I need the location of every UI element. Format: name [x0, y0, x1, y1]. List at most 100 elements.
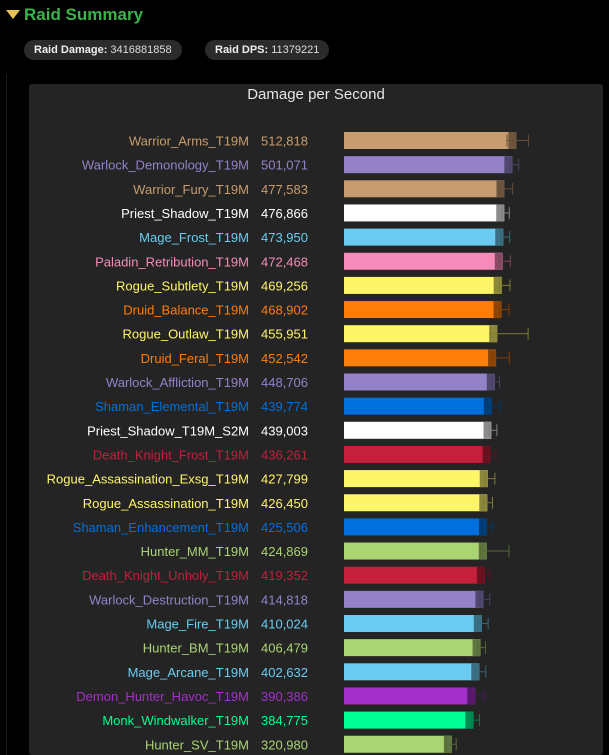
bar-end-cap	[494, 252, 503, 270]
bar-end-cap	[493, 301, 502, 319]
bar-value-label: 469,256	[261, 278, 308, 293]
dps-bar	[344, 542, 487, 560]
bar-category-label: Warlock_Demonology_T19M	[82, 158, 249, 173]
bar-category-label: Hunter_BM_T19M	[143, 641, 249, 656]
raid-damage-badge: Raid Damage: 3416881858	[24, 40, 182, 60]
dps-bar	[344, 566, 485, 584]
dps-bar	[344, 252, 503, 270]
chart-title: Damage per Second	[247, 86, 385, 103]
dps-bar	[344, 204, 505, 222]
dps-bar	[344, 421, 492, 439]
bar-category-label: Druid_Balance_T19M	[123, 303, 249, 318]
bar-value-label: 439,774	[261, 399, 308, 414]
bar-value-label: 473,950	[261, 230, 308, 245]
dps-bar	[344, 445, 491, 463]
bar-category-label: Priest_Shadow_T19M	[121, 206, 249, 221]
bar-value-label: 384,775	[261, 713, 308, 728]
bar-category-label: Death_Knight_Unholy_T19M	[82, 568, 249, 583]
dps-bar	[344, 494, 488, 512]
dps-bar	[344, 132, 517, 149]
dps-bar	[344, 373, 495, 391]
bar-value-label: 426,450	[261, 496, 308, 511]
bar-value-label: 424,869	[261, 544, 308, 559]
bar-category-label: Shaman_Elemental_T19M	[95, 399, 249, 414]
bar-end-cap	[496, 204, 505, 222]
dps-bar	[344, 590, 484, 608]
bar-category-label: Monk_Windwalker_T19M	[102, 713, 249, 728]
bar-category-label: Demon_Hunter_Havoc_T19M	[76, 689, 249, 704]
bar-end-cap	[486, 373, 495, 391]
dps-bar	[344, 349, 497, 367]
bar-value-label: 472,468	[261, 254, 308, 269]
bar-category-label: Rogue_Outlaw_T19M	[123, 327, 249, 342]
bar-value-label: 425,506	[261, 520, 308, 535]
bar-value-label: 455,951	[261, 327, 308, 342]
bar-end-cap	[476, 566, 485, 584]
bar-category-label: Druid_Feral_T19M	[141, 351, 249, 366]
bar-category-label: Paladin_Retribution_T19M	[95, 254, 249, 269]
raid-damage-value: 3416881858	[110, 44, 172, 56]
bar-category-label: Warlock_Affliction_T19M	[106, 375, 249, 390]
raid-dps-value: 11379221	[271, 44, 320, 56]
dps-bar	[344, 470, 488, 488]
bar-end-cap	[483, 421, 492, 439]
bar-value-label: 501,071	[261, 158, 308, 173]
section-divider	[6, 74, 7, 755]
bar-end-cap	[504, 156, 513, 174]
triangle-down-icon[interactable]	[6, 10, 20, 20]
raid-summary-header[interactable]: Raid Summary	[0, 0, 609, 32]
bar-end-cap	[493, 276, 502, 294]
dps-bar	[344, 518, 487, 536]
bar-end-cap	[472, 639, 481, 657]
bar-category-label: Rogue_Assassination_T19M	[83, 496, 249, 511]
dps-bar	[344, 711, 474, 729]
bar-value-label: 452,542	[261, 351, 308, 366]
bar-value-label: 439,003	[261, 423, 308, 438]
bar-end-cap	[495, 228, 504, 246]
bar-value-label: 448,706	[261, 375, 308, 390]
dps-bar	[344, 615, 482, 632]
bar-value-label: 320,980	[261, 737, 308, 752]
bar-category-label: Warrior_Fury_T19M	[133, 182, 249, 197]
bar-category-label: Mage_Frost_T19M	[139, 230, 249, 245]
bar-value-label: 419,352	[261, 568, 308, 583]
bar-end-cap	[465, 711, 474, 729]
bar-category-label: Rogue_Subtlety_T19M	[116, 278, 249, 293]
bar-value-label: 436,261	[261, 447, 308, 462]
raid-summary-title[interactable]: Raid Summary	[24, 5, 144, 24]
bar-value-label: 427,799	[261, 472, 308, 487]
bar-value-label: 410,024	[261, 617, 308, 632]
raid-dps-badge: Raid DPS: 11379221	[205, 40, 330, 60]
dps-bar	[344, 325, 498, 343]
bar-category-label: Rogue_Assassination_Exsg_T19M	[47, 472, 249, 487]
bar-category-label: Priest_Shadow_T19M_S2M	[87, 423, 249, 438]
dps-bar	[344, 639, 481, 657]
dps-bar	[344, 301, 502, 319]
bar-category-label: Death_Knight_Frost_T19M	[93, 447, 249, 462]
bar-category-label: Hunter_MM_T19M	[141, 544, 249, 559]
dps-bar	[344, 228, 504, 246]
bar-category-label: Hunter_SV_T19M	[145, 737, 249, 752]
dps-bar	[344, 735, 452, 753]
raid-dps-label: Raid DPS:	[215, 44, 269, 56]
dps-bar	[344, 687, 476, 705]
dps-bar	[344, 663, 480, 681]
raid-damage-label: Raid Damage:	[34, 44, 108, 56]
bar-category-label: Mage_Fire_T19M	[146, 617, 249, 632]
bar-value-label: 477,583	[261, 182, 308, 197]
bar-value-label: 476,866	[261, 206, 308, 221]
bar-category-label: Mage_Arcane_T19M	[128, 665, 249, 680]
dps-chart: Warrior_Arms_T19M 512,818 Warlock_Demonolo…	[47, 132, 529, 753]
bar-end-cap	[479, 470, 488, 488]
dps-bar	[344, 180, 505, 198]
bar-category-label: Shaman_Enhancement_T19M	[73, 520, 249, 535]
bar-value-label: 390,386	[261, 689, 308, 704]
dps-chart-panel: Warrior_Arms_T19M 512,818 Warlock_Demonolo…	[29, 84, 603, 755]
bar-value-label: 406,479	[261, 641, 308, 656]
bar-category-label: Warlock_Destruction_T19M	[89, 592, 249, 607]
bar-value-label: 468,902	[261, 303, 308, 318]
dps-bar	[344, 276, 502, 294]
bar-value-label: 512,818	[261, 134, 308, 149]
bar-value-label: 402,632	[261, 665, 308, 680]
dps-bar	[344, 397, 492, 415]
